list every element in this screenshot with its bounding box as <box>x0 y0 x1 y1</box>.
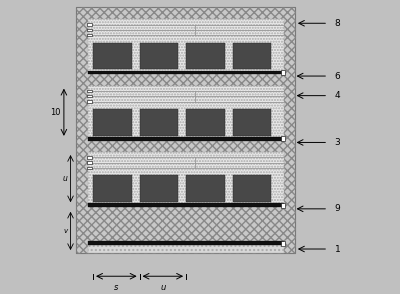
Bar <box>88 71 284 74</box>
Bar <box>186 109 224 136</box>
Bar <box>87 34 92 36</box>
Text: 1: 1 <box>335 245 340 253</box>
Bar <box>140 109 178 136</box>
Text: 3: 3 <box>335 138 340 147</box>
Text: u: u <box>63 174 68 183</box>
Bar <box>76 7 295 253</box>
Bar <box>88 203 284 207</box>
Text: 8: 8 <box>335 19 340 28</box>
Bar <box>93 43 132 69</box>
Bar <box>87 23 92 26</box>
Bar <box>87 167 92 169</box>
Bar <box>88 86 284 139</box>
Bar <box>87 29 92 31</box>
Bar <box>76 7 295 253</box>
Bar <box>281 203 285 208</box>
Text: 4: 4 <box>335 91 340 100</box>
Text: 6: 6 <box>335 71 340 81</box>
Bar <box>87 95 92 98</box>
Bar <box>88 152 284 205</box>
Bar <box>232 43 271 69</box>
Bar <box>87 100 92 103</box>
Bar <box>88 137 284 141</box>
Bar <box>93 176 132 202</box>
Bar <box>186 176 224 202</box>
Text: 10: 10 <box>50 108 60 117</box>
Bar <box>232 176 271 202</box>
Bar <box>232 109 271 136</box>
Bar <box>88 241 284 245</box>
Text: s: s <box>114 283 118 292</box>
Bar <box>140 43 178 69</box>
Text: u: u <box>160 283 166 292</box>
Bar <box>88 19 284 72</box>
Bar <box>140 176 178 202</box>
Bar <box>87 156 92 158</box>
Bar <box>281 136 285 141</box>
Bar <box>186 43 224 69</box>
Bar <box>88 245 284 253</box>
Text: 9: 9 <box>335 204 340 213</box>
Bar <box>93 109 132 136</box>
Text: v: v <box>64 228 68 234</box>
Bar <box>87 161 92 164</box>
Bar <box>281 70 285 75</box>
Bar <box>281 241 285 246</box>
Bar <box>87 90 92 92</box>
